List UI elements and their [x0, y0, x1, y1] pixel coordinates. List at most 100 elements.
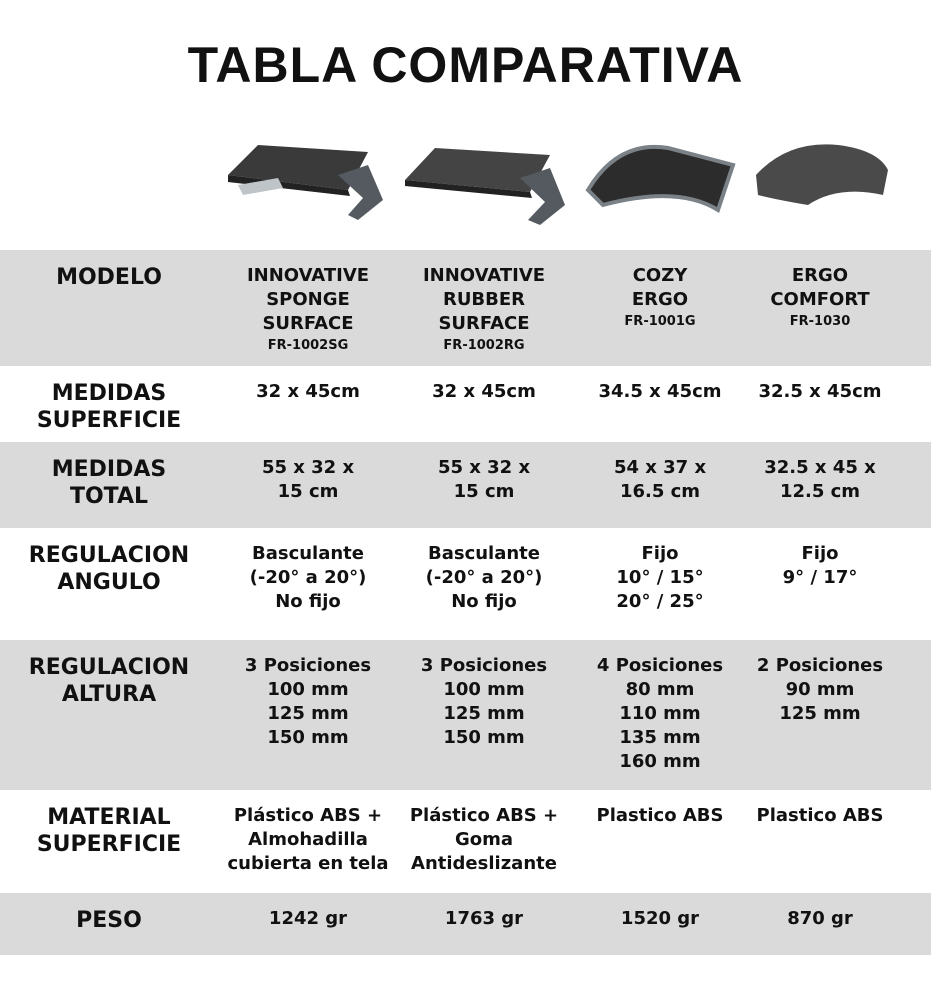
value-cell: 4 Posiciones 80 mm 110 mm 135 mm 160 mm	[574, 654, 746, 774]
value-cell: 34.5 x 45cm	[574, 380, 746, 404]
value-line: 125 mm	[267, 703, 349, 724]
value-cell: Fijo 9° / 17°	[740, 542, 900, 590]
value-line: 54 x 37 x	[613, 457, 707, 478]
row-regulacion-altura: REGULACION ALTURA 3 Posiciones 100 mm 125 mm…	[0, 640, 931, 790]
value-line: 160 mm	[619, 751, 701, 772]
model-code: FR-1002SG	[267, 338, 349, 353]
value-line: 110 mm	[619, 703, 701, 724]
footrest-rubber-image	[405, 148, 565, 225]
label-line: MATERIAL	[47, 805, 171, 830]
label-line: ALTURA	[61, 682, 157, 707]
row-modelo: MODELO INNOVATIVE SPONGE SURFACE FR-1002SG …	[0, 250, 931, 366]
product-4-model: ERGO COMFORT FR-1030	[740, 264, 900, 332]
row-label: REGULACION ANGULO	[0, 542, 218, 596]
product-3-model: COZY ERGO FR-1001G	[574, 264, 746, 332]
value-line: Plástico ABS +	[233, 805, 383, 826]
label-line: MEDIDAS	[51, 381, 167, 406]
value-cell: Plastico ABS	[574, 804, 746, 828]
value-line: 3 Posiciones	[420, 655, 548, 676]
label-line: TOTAL	[69, 484, 149, 509]
value-line: 125 mm	[443, 703, 525, 724]
value-cell: Fijo 10° / 15° 20° / 25°	[574, 542, 746, 614]
value-cell: 32.5 x 45cm	[740, 380, 900, 404]
value-line: Goma	[454, 829, 514, 850]
label-line: MEDIDAS	[51, 457, 167, 482]
model-name: ERGO	[791, 265, 849, 286]
footrest-ergo-comfort-image	[756, 144, 888, 205]
model-name: SPONGE	[266, 289, 350, 310]
value-line: (-20° a 20°)	[425, 567, 543, 588]
value-line: 32.5 x 45cm	[758, 381, 882, 402]
model-name: SURFACE	[262, 313, 354, 334]
value-line: 32.5 x 45 x	[764, 457, 876, 478]
value-cell: 3 Posiciones 100 mm 125 mm 150 mm	[222, 654, 394, 750]
value-cell: 32.5 x 45 x 12.5 cm	[740, 456, 900, 504]
value-line: 55 x 32 x	[437, 457, 531, 478]
value-line: No fijo	[275, 591, 341, 612]
row-regulacion-angulo: REGULACION ANGULO Basculante (-20° a 20°) No…	[0, 528, 931, 640]
value-line: 3 Posiciones	[244, 655, 372, 676]
model-name: INNOVATIVE	[246, 265, 370, 286]
value-cell: Plástico ABS + Almohadilla cubierta en tel…	[222, 804, 394, 876]
label-line: ANGULO	[57, 570, 161, 595]
value-cell: Plástico ABS + Goma Antideslizante	[398, 804, 570, 876]
model-code: FR-1002RG	[443, 338, 525, 353]
value-line: 12.5 cm	[779, 481, 861, 502]
value-cell: Plastico ABS	[740, 804, 900, 828]
value-line: 4 Posiciones	[596, 655, 724, 676]
value-cell: 54 x 37 x 16.5 cm	[574, 456, 746, 504]
row-label: MEDIDAS SUPERFICIE	[0, 380, 218, 434]
row-medidas-superficie: MEDIDAS SUPERFICIE 32 x 45cm 32 x 45cm 34.5 …	[0, 366, 931, 442]
label-line: SUPERFICIE	[36, 408, 182, 433]
value-cell: 3 Posiciones 100 mm 125 mm 150 mm	[398, 654, 570, 750]
value-line: 1242 gr	[268, 908, 348, 929]
label-line: REGULACION	[28, 543, 190, 568]
row-material-superficie: MATERIAL SUPERFICIE Plástico ABS + Almohadi…	[0, 790, 931, 893]
model-name: COZY	[632, 265, 688, 286]
value-line: 100 mm	[267, 679, 349, 700]
value-line: 2 Posiciones	[756, 655, 884, 676]
value-line: 150 mm	[267, 727, 349, 748]
value-cell: 32 x 45cm	[222, 380, 394, 404]
value-line: Almohadilla	[248, 829, 368, 850]
value-cell: 1520 gr	[574, 907, 746, 931]
value-line: Basculante	[427, 543, 540, 564]
row-medidas-total: MEDIDAS TOTAL 55 x 32 x 15 cm 55 x 32 x 15 cm…	[0, 442, 931, 528]
row-peso: PESO 1242 gr 1763 gr 1520 gr 870 gr	[0, 893, 931, 955]
product-1-model: INNOVATIVE SPONGE SURFACE FR-1002SG	[222, 264, 394, 356]
value-cell: Basculante (-20° a 20°) No fijo	[398, 542, 570, 614]
row-label: REGULACION ALTURA	[0, 654, 218, 708]
model-name: INNOVATIVE	[422, 265, 546, 286]
value-line: 1520 gr	[620, 908, 700, 929]
value-line: 15 cm	[453, 481, 515, 502]
row-label: MODELO	[0, 264, 218, 291]
value-line: cubierta en tela	[227, 853, 389, 874]
label-line: REGULACION	[28, 655, 190, 680]
model-name: RUBBER	[442, 289, 526, 310]
value-line: No fijo	[451, 591, 517, 612]
value-line: 870 gr	[787, 908, 853, 929]
value-line: 55 x 32 x	[261, 457, 355, 478]
model-code: FR-1030	[789, 314, 851, 329]
value-cell: 1763 gr	[398, 907, 570, 931]
value-line: 10° / 15°	[616, 567, 704, 588]
value-line: Plastico ABS	[756, 805, 884, 826]
value-cell: 870 gr	[740, 907, 900, 931]
label-line: PESO	[76, 908, 142, 933]
value-line: 150 mm	[443, 727, 525, 748]
value-line: 135 mm	[619, 727, 701, 748]
value-cell: 2 Posiciones 90 mm 125 mm	[740, 654, 900, 726]
row-label: MEDIDAS TOTAL	[0, 456, 218, 510]
value-line: 100 mm	[443, 679, 525, 700]
value-cell: Basculante (-20° a 20°) No fijo	[222, 542, 394, 614]
label-line: SUPERFICIE	[36, 832, 182, 857]
value-line: Fijo	[801, 543, 839, 564]
model-code: FR-1001G	[624, 314, 696, 329]
value-line: Plastico ABS	[596, 805, 724, 826]
value-line: Basculante	[251, 543, 364, 564]
value-line: 1763 gr	[444, 908, 524, 929]
value-line: Antideslizante	[411, 853, 557, 874]
value-line: Fijo	[641, 543, 679, 564]
value-line: 90 mm	[785, 679, 855, 700]
value-line: 20° / 25°	[616, 591, 704, 612]
